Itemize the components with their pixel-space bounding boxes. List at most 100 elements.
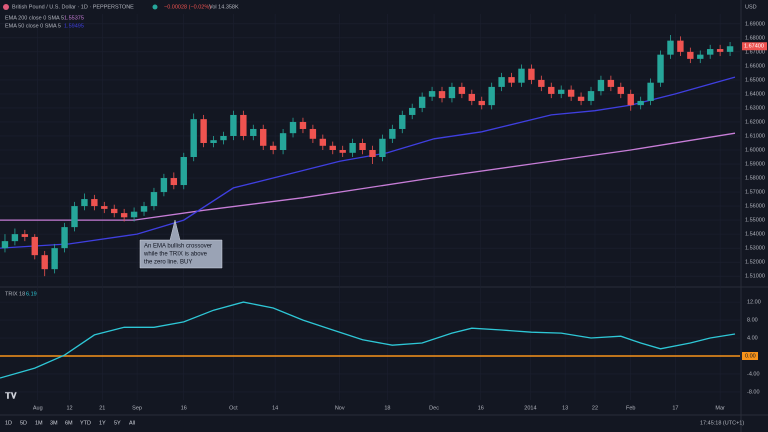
candle-body (518, 68, 525, 83)
y-tick-label: 1.63000 (745, 105, 765, 111)
candle-body (250, 128, 257, 136)
candle-body (448, 86, 456, 99)
y-tick-label: 1.55000 (745, 218, 765, 224)
candle-body (597, 79, 605, 92)
candle-body (349, 142, 356, 153)
candle-body (607, 79, 615, 87)
range-button[interactable]: All (129, 420, 135, 426)
candle-body (627, 93, 634, 106)
candle-body (260, 128, 267, 146)
candle-body (101, 206, 108, 209)
candle-body (468, 93, 476, 101)
trix-line (0, 301, 736, 379)
y-tick-label: 1.66000 (745, 63, 765, 69)
y-tick-label: 1.53000 (745, 246, 765, 252)
range-button[interactable]: 5D (20, 420, 27, 426)
candle-body (220, 135, 227, 141)
range-button[interactable]: 3M (50, 420, 58, 426)
indicator-value: 6.19 (26, 291, 37, 297)
candle-body (200, 119, 207, 143)
candle-body (726, 46, 734, 52)
candle-body (707, 49, 714, 55)
ema-line (0, 132, 736, 221)
candle-body (418, 96, 426, 108)
legend-name[interactable]: EMA 200 close 0 SMA 5 (5, 15, 64, 21)
candle-body (339, 150, 346, 153)
candle-body (498, 77, 505, 87)
candle-body (458, 86, 466, 94)
x-tick-label: 18 (384, 405, 390, 411)
status-dot (152, 4, 158, 10)
candle-body (170, 178, 178, 186)
legend-name[interactable]: EMA 50 close 0 SMA 5 (5, 23, 61, 29)
currency: USD (745, 4, 757, 10)
candle-body (81, 199, 88, 207)
candle-body (667, 40, 674, 55)
clock: 17:45:18 (UTC+1) (700, 420, 744, 426)
candle-body (637, 100, 644, 106)
y-tick-label: 1.67000 (745, 49, 765, 55)
x-tick-label: Dec (429, 405, 439, 411)
candle-body (389, 128, 396, 139)
candle-body (647, 82, 654, 101)
x-tick-label: 12 (66, 405, 72, 411)
y-tick-label: 1.64000 (745, 91, 765, 97)
y-tick-label: 1.59000 (745, 161, 765, 167)
range-button[interactable]: YTD (80, 420, 91, 426)
volume: Vol 14.358K (209, 4, 239, 10)
logo: 𝐓𝐕 (5, 390, 18, 400)
annotation: An EMA bullish crossover while the TRIX i… (139, 219, 223, 269)
range-button[interactable]: 5Y (114, 420, 121, 426)
candle-body (71, 206, 78, 228)
candle-body (567, 89, 575, 97)
y-tick-label: 12.00 (747, 300, 761, 306)
y-tick-label: 1.56000 (745, 204, 765, 210)
y-tick-label: 1.58000 (745, 175, 765, 181)
x-tick-label: Mar (715, 405, 725, 411)
candle-body (438, 91, 446, 99)
x-tick-label: Feb (626, 405, 635, 411)
candle-body (379, 138, 386, 158)
legend-value: 1.59495 (64, 23, 84, 29)
indicator-name[interactable]: TRIX 18 (5, 291, 25, 297)
x-tick-label: Oct (229, 405, 238, 411)
candle-body (677, 40, 684, 52)
annotation-text: An EMA bullish crossover (144, 244, 212, 250)
candle-body (150, 192, 158, 207)
x-tick-label: 21 (99, 405, 105, 411)
candle-body (299, 121, 307, 129)
y-tick-label: -4.00 (747, 371, 760, 377)
candle-body (319, 138, 327, 146)
callout-box (139, 219, 223, 269)
range-button[interactable]: 6M (65, 420, 73, 426)
candle-body (309, 128, 317, 139)
price-tag-bg (742, 42, 767, 51)
annotation-text: while the TRIX is above (143, 252, 208, 258)
x-tick-label: 14 (272, 405, 278, 411)
candle-body (399, 114, 406, 129)
y-tick-label: 1.68000 (745, 35, 765, 41)
ema-line (0, 76, 736, 249)
zero-tag-bg (742, 352, 758, 360)
candle-body (716, 49, 724, 52)
candle-body (488, 86, 495, 106)
candle-body (687, 51, 694, 59)
y-tick-label: 1.57000 (745, 190, 765, 196)
symbol-title[interactable]: British Pound / U.S. Dollar · 1D · PEPPE… (12, 4, 134, 10)
annotation-text: the zero line. BUY (144, 260, 192, 266)
range-button[interactable]: 1D (5, 420, 12, 426)
candle-body (51, 248, 58, 270)
zero-tag: 0.00 (745, 353, 756, 359)
y-tick-label: 4.00 (747, 335, 758, 341)
candle-body (61, 227, 68, 249)
candle-body (210, 140, 217, 143)
candle-body (558, 89, 565, 94)
candle-body (697, 54, 704, 59)
range-button[interactable]: 1Y (99, 420, 106, 426)
candle-body (230, 114, 237, 136)
candle-body (538, 79, 545, 87)
range-button[interactable]: 1M (35, 420, 43, 426)
candle-body (240, 114, 247, 136)
x-tick-label: 17 (672, 405, 678, 411)
